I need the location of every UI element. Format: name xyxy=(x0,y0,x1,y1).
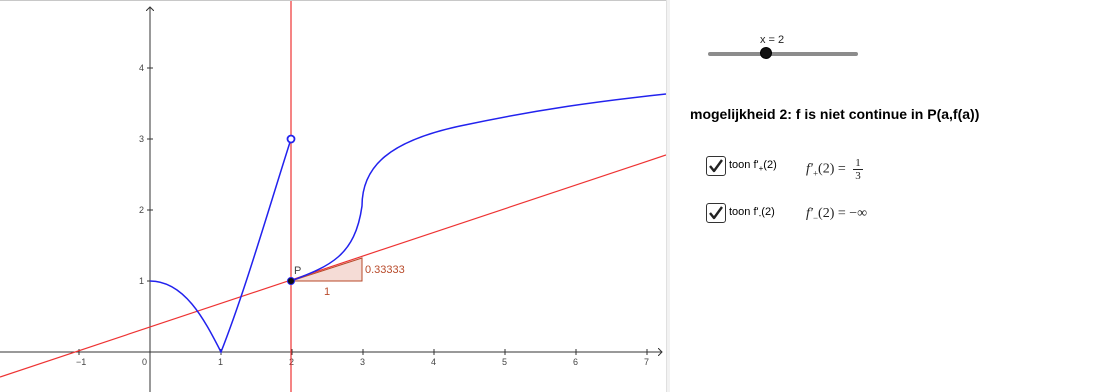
formula-sub: − xyxy=(812,212,819,223)
checkmark-icon xyxy=(709,206,723,220)
y-tick-label: 3 xyxy=(139,134,144,144)
formula-mid: (2) = xyxy=(818,161,846,177)
slider-track[interactable] xyxy=(708,52,858,56)
y-tick-label: 2 xyxy=(139,205,144,215)
x-tick-label: 6 xyxy=(573,357,578,367)
formula-lhs: f′ xyxy=(806,161,813,177)
slope-triangle xyxy=(290,257,363,282)
formula-mid: (2) = −∞ xyxy=(818,206,868,221)
tangent-line xyxy=(0,154,666,378)
y-tick-label: 1 xyxy=(139,276,144,286)
y-tick-label: 4 xyxy=(139,63,144,73)
point-p[interactable] xyxy=(287,277,295,285)
algebra-panel: x = 2 mogelijkheid 2: f is niet continue… xyxy=(670,0,1096,392)
checkmark-icon xyxy=(709,159,723,173)
x-tick-label: 5 xyxy=(502,357,507,367)
label-sub: + xyxy=(758,164,764,174)
x-tick-label: 3 xyxy=(360,357,365,367)
slope-triangle-run-label: 1 xyxy=(324,286,330,298)
function-curve-right xyxy=(290,93,666,282)
label-sub: - xyxy=(758,211,762,221)
label-prefix: toon f' xyxy=(729,206,759,218)
checkbox-left-derivative-label[interactable]: toon f'-(2) xyxy=(729,206,775,220)
heading-text: mogelijkheid 2: f is niet continue in P(… xyxy=(690,106,980,122)
x-tick-label: 7 xyxy=(644,357,649,367)
point-p-label: P xyxy=(294,265,301,277)
x-tick-label: 4 xyxy=(431,357,436,367)
x-tick-label: −1 xyxy=(76,357,86,367)
x-tick-label: 1 xyxy=(218,357,223,367)
slider-label: x = 2 xyxy=(760,34,785,46)
fraction-denominator: 3 xyxy=(855,170,861,182)
checkbox-right-derivative[interactable] xyxy=(706,156,726,176)
fraction-numerator: 1 xyxy=(853,157,863,170)
label-prefix: toon f' xyxy=(729,159,759,171)
y-axis-ticks: 1 2 3 4 xyxy=(139,63,153,286)
function-curve-left xyxy=(149,138,292,354)
formula-sub: + xyxy=(812,168,819,179)
graphics-view[interactable]: −1 0 1 2 3 4 5 6 7 1 2 3 4 1 0.33333 P xyxy=(0,0,666,392)
formula-lhs: f′ xyxy=(806,206,813,221)
label-suffix: (2) xyxy=(763,159,777,171)
panel-divider[interactable] xyxy=(666,0,670,392)
x-tick-label: 0 xyxy=(142,357,147,367)
left-derivative-formula: f′−(2) = −∞ xyxy=(806,206,867,223)
open-point[interactable] xyxy=(286,134,296,144)
slider-knob[interactable] xyxy=(760,47,772,59)
graph-canvas[interactable]: −1 0 1 2 3 4 5 6 7 1 2 3 4 1 0.33333 P xyxy=(0,1,666,392)
checkbox-left-derivative[interactable] xyxy=(706,203,726,223)
label-suffix: (2) xyxy=(761,206,775,218)
slope-triangle-rise-label: 0.33333 xyxy=(365,264,405,276)
checkbox-right-derivative-label[interactable]: toon f'+(2) xyxy=(729,159,777,173)
